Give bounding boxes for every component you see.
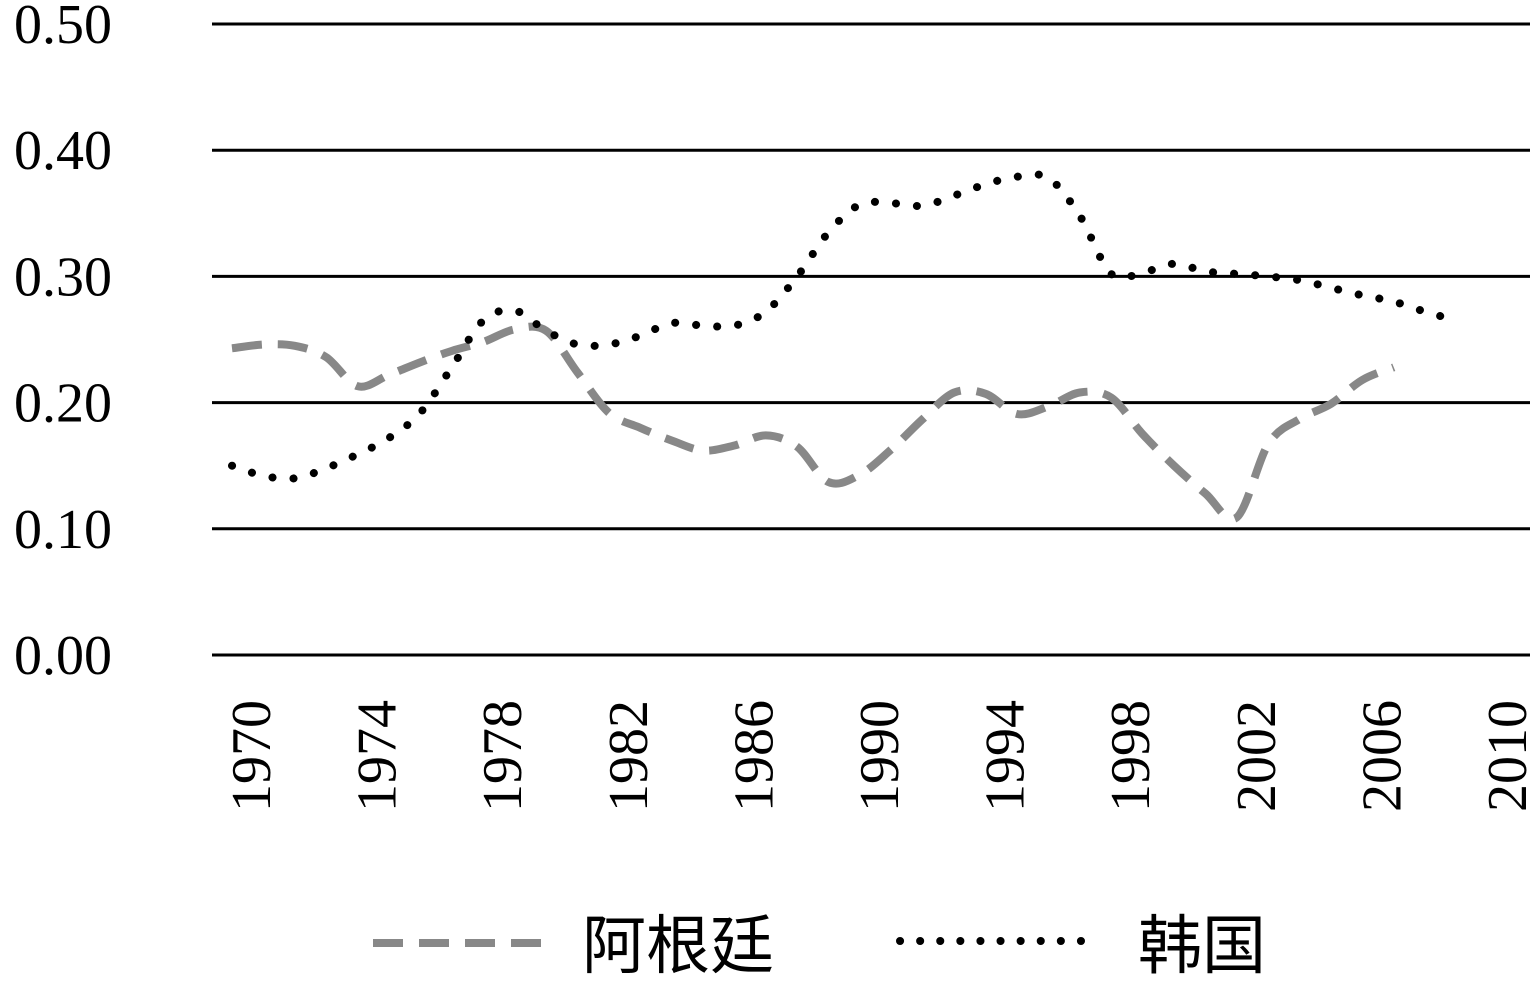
x-tick-label: 1974: [347, 700, 409, 812]
series-line-korea: [228, 170, 1461, 483]
legend-label-korea: 韩国: [1138, 910, 1266, 981]
legend: 阿根廷 韩国: [373, 910, 1266, 981]
y-tick-label: 0.50: [14, 0, 112, 56]
x-tick-label: 2002: [1226, 700, 1288, 812]
x-tick-label: 1970: [221, 700, 283, 812]
legend-label-argentina: 阿根廷: [582, 910, 774, 981]
y-axis-ticks: 0.00 0.10 0.20 0.30 0.40 0.50: [14, 0, 112, 687]
x-tick-label: 2006: [1351, 700, 1413, 812]
y-tick-label: 0.30: [14, 246, 112, 308]
x-tick-label: 1986: [723, 700, 785, 812]
x-tick-label: 1994: [975, 700, 1037, 812]
series-lines: [228, 170, 1461, 524]
y-tick-label: 0.20: [14, 373, 112, 435]
x-tick-label: 1982: [598, 700, 660, 812]
series-line-argentina: [231, 322, 1396, 524]
gridlines: [212, 22, 1530, 657]
x-tick-label: 1998: [1100, 700, 1162, 812]
x-tick-label: 1990: [849, 700, 911, 812]
x-tick-label: 1978: [472, 700, 534, 812]
y-tick-label: 0.00: [14, 625, 112, 687]
x-axis-ticks: 1970 1974 1978 1982 1986 1990 1994 1998 2002 2006…: [221, 700, 1530, 812]
y-tick-label: 0.40: [14, 120, 112, 182]
y-tick-label: 0.10: [14, 499, 112, 561]
x-tick-label: 2010: [1477, 700, 1530, 812]
